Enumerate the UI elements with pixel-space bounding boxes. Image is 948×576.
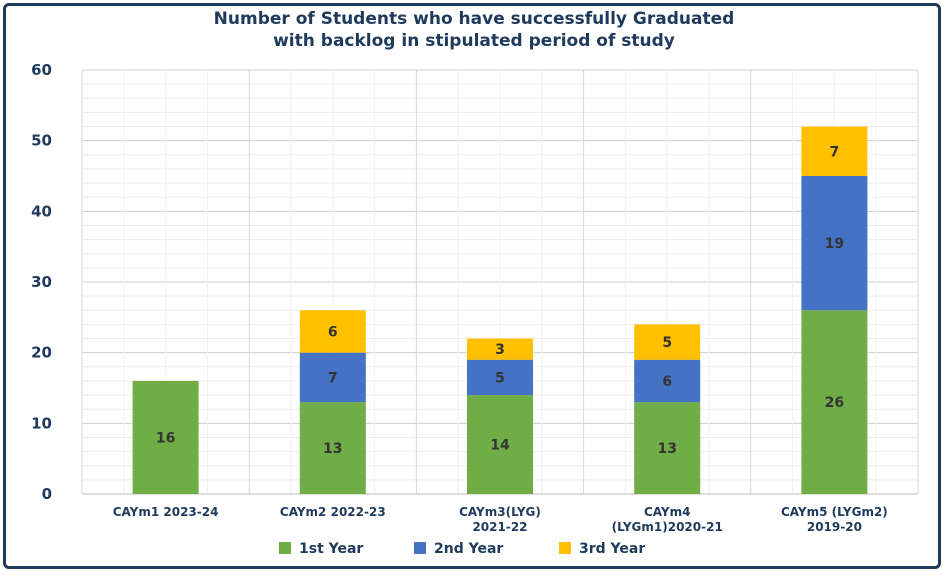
y-tick-label: 0 bbox=[42, 485, 52, 503]
x-tick-label: CAYm4 bbox=[644, 505, 691, 519]
x-tick-label: 2019-20 bbox=[807, 520, 862, 534]
data-label: 13 bbox=[323, 441, 342, 457]
legend-swatch bbox=[414, 542, 426, 554]
data-label: 6 bbox=[328, 324, 338, 340]
legend-entry: 3rd Year bbox=[579, 541, 645, 557]
legend-entry: 1st Year bbox=[299, 541, 363, 557]
chart-title-line1: Number of Students who have successfully… bbox=[213, 9, 735, 29]
bar-2nd-year bbox=[801, 176, 868, 311]
bar-1st-year bbox=[132, 380, 199, 494]
data-label: 7 bbox=[830, 144, 840, 160]
bar-3rd-year bbox=[801, 126, 868, 176]
bar-1st-year bbox=[299, 402, 366, 494]
data-label: 3 bbox=[495, 342, 505, 358]
chart-title-line2: with backlog in stipulated period of stu… bbox=[273, 31, 675, 51]
x-tick-label: CAYm1 2023-24 bbox=[113, 505, 219, 519]
bar-2nd-year bbox=[467, 359, 533, 396]
data-label: 7 bbox=[328, 370, 338, 386]
data-label: 5 bbox=[495, 370, 505, 386]
y-tick-label: 60 bbox=[31, 61, 52, 79]
bar-2nd-year bbox=[299, 352, 366, 403]
bar-2nd-year bbox=[634, 359, 701, 403]
y-tick-label: 20 bbox=[31, 344, 52, 362]
legend-entry: 2nd Year bbox=[434, 541, 503, 557]
data-label: 13 bbox=[657, 441, 676, 457]
y-tick-label: 10 bbox=[31, 414, 52, 432]
x-tick-label: CAYm2 2022-23 bbox=[280, 505, 386, 519]
data-label: 26 bbox=[825, 395, 844, 411]
bar-1st-year bbox=[467, 395, 533, 494]
data-label: 16 bbox=[156, 430, 175, 446]
data-label: 14 bbox=[490, 438, 510, 454]
y-tick-label: 40 bbox=[31, 202, 52, 220]
x-tick-label: CAYm5 (LYGm2) bbox=[781, 505, 888, 519]
y-tick-label: 30 bbox=[31, 273, 52, 291]
y-tick-label: 50 bbox=[31, 132, 52, 150]
legend-swatch bbox=[559, 542, 571, 554]
legend-swatch bbox=[279, 542, 291, 554]
bar-3rd-year bbox=[299, 310, 366, 353]
bar-3rd-year bbox=[634, 324, 701, 360]
data-label: 19 bbox=[825, 236, 844, 252]
bar-3rd-year bbox=[467, 338, 533, 360]
chart-title: Number of Students who have successfully… bbox=[0, 8, 948, 52]
data-label: 5 bbox=[662, 335, 672, 351]
data-label: 6 bbox=[662, 374, 672, 390]
x-tick-label: CAYm3(LYG) bbox=[459, 505, 541, 519]
bar-1st-year bbox=[801, 310, 868, 494]
x-tick-label: 2021-22 bbox=[472, 520, 527, 534]
x-tick-label: (LYGm1)2020-21 bbox=[612, 520, 723, 534]
bar-1st-year bbox=[634, 402, 701, 494]
